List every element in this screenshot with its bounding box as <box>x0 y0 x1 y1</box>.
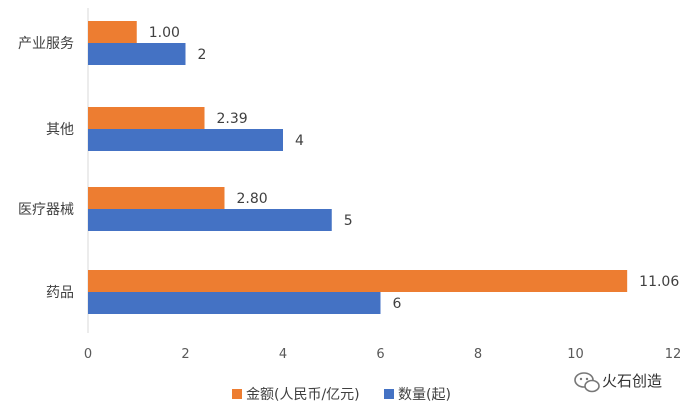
watermark: 火石创造 <box>574 372 662 393</box>
x-tick-label: 12 <box>665 347 682 362</box>
bar-amount <box>88 21 137 43</box>
data-label: 2.39 <box>217 111 248 127</box>
x-tick-label: 0 <box>84 347 92 362</box>
data-label: 4 <box>295 133 304 149</box>
data-label: 5 <box>344 213 353 229</box>
data-label: 2 <box>198 47 207 63</box>
wechat-icon <box>574 372 600 393</box>
legend-label: 金额(人民币/亿元) <box>246 387 360 403</box>
bar-count <box>88 129 283 151</box>
x-tick-label: 2 <box>181 347 189 362</box>
legend: 金额(人民币/亿元) 数量(起) <box>232 387 451 403</box>
bar-amount <box>88 107 205 129</box>
category-label: 药品 <box>46 285 74 301</box>
x-tick-label: 10 <box>567 347 584 362</box>
legend-swatch <box>384 389 394 399</box>
x-tick-label: 8 <box>474 347 482 362</box>
bar-count <box>88 292 381 314</box>
legend-swatch <box>232 389 242 399</box>
bar-amount <box>88 187 225 209</box>
x-tick-label: 6 <box>376 347 384 362</box>
bar-amount <box>88 270 628 292</box>
watermark-text: 火石创造 <box>602 372 662 390</box>
data-label: 6 <box>393 296 402 312</box>
data-label: 11.06 <box>639 274 679 290</box>
data-label: 2.80 <box>237 191 268 207</box>
bar-count <box>88 43 186 65</box>
category-label: 产业服务 <box>18 36 74 52</box>
category-label: 医疗器械 <box>18 202 74 218</box>
data-label: 1.00 <box>149 25 180 41</box>
category-label: 其他 <box>46 122 74 138</box>
x-tick-label: 4 <box>279 347 287 362</box>
legend-label: 数量(起) <box>398 387 451 403</box>
bar-count <box>88 209 332 231</box>
